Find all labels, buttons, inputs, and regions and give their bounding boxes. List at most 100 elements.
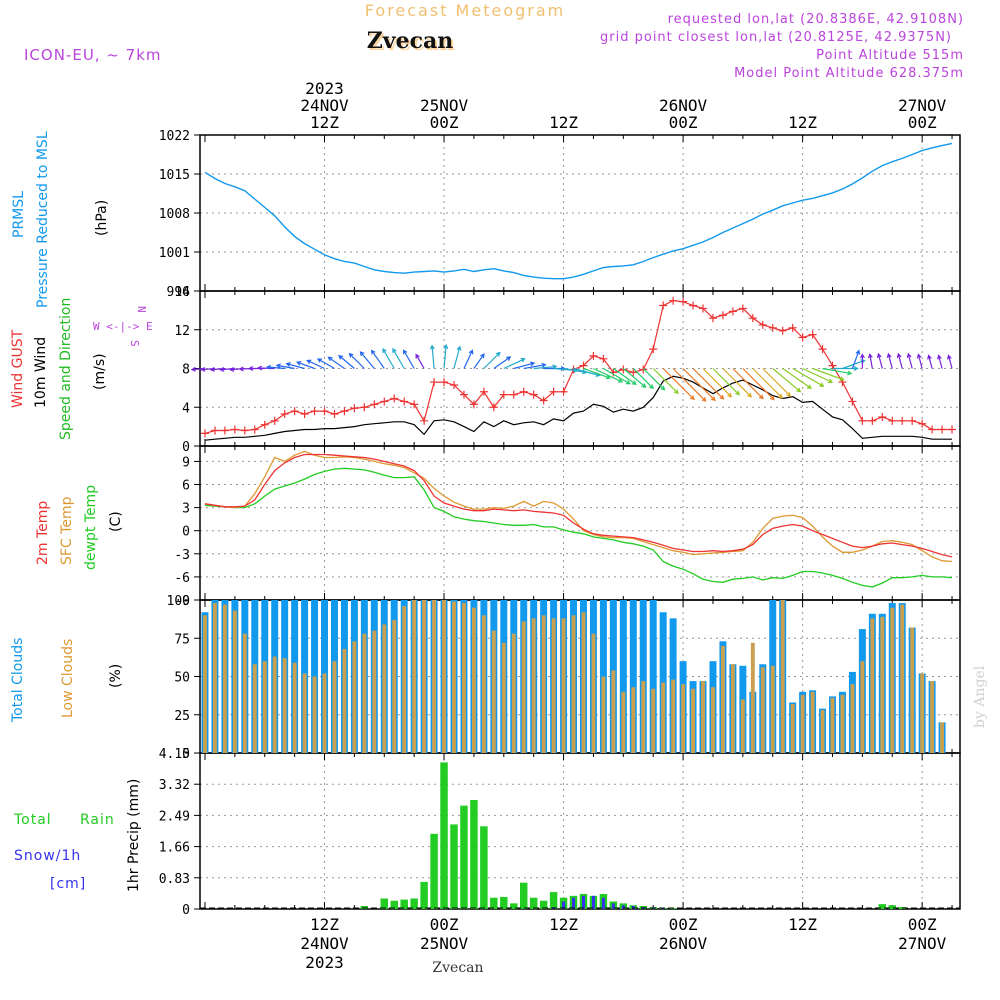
- low-cloud-bar: [581, 612, 586, 753]
- precip-snow-label: Snow/1h: [14, 848, 81, 864]
- low-cloud-bar: [322, 673, 327, 753]
- temp-unit: (C): [108, 511, 124, 532]
- pressure-unit: (hPa): [94, 200, 110, 236]
- gust-marker: [579, 361, 588, 370]
- wind-direction-arrow: [792, 367, 825, 387]
- chart-marks: 99410011008101510220481216-9-6-303690255…: [159, 79, 961, 972]
- low-cloud-bar: [691, 688, 696, 753]
- wind-direction-arrow: [370, 349, 385, 369]
- rain-bar: [888, 905, 897, 909]
- rain-bar: [519, 882, 528, 909]
- top-time-label: 26NOV: [659, 96, 708, 115]
- gust-marker: [370, 400, 379, 409]
- low-cloud-bar: [850, 684, 855, 753]
- wind-direction-arrow: [692, 368, 725, 400]
- gust-marker: [420, 416, 429, 425]
- rain-bar: [450, 824, 458, 909]
- rain-bar: [500, 896, 508, 909]
- bottom-time-label: 00Z: [908, 915, 937, 934]
- gust-marker: [459, 390, 468, 399]
- wind-direction-arrow: [916, 353, 923, 369]
- low-cloud-bar: [501, 642, 506, 753]
- gust-marker: [888, 416, 897, 425]
- y-tick-label: 25: [174, 709, 190, 724]
- low-cloud-bar: [462, 603, 466, 753]
- gust-marker: [270, 416, 279, 425]
- low-cloud-bar: [750, 642, 755, 753]
- y-tick-label: 6: [182, 479, 190, 494]
- rain-bar: [390, 900, 398, 909]
- low-cloud-bar: [820, 710, 825, 753]
- wind-direction-arrow: [453, 345, 462, 369]
- low-cloud-bar: [671, 679, 676, 753]
- gust-marker: [509, 390, 518, 399]
- low-cloud-bar: [740, 699, 745, 753]
- panel-frame: [199, 752, 961, 910]
- low-cloud-bar: [312, 676, 317, 753]
- low-cloud-bar: [511, 633, 516, 753]
- bottom-time-label: 00Z: [430, 915, 459, 934]
- gust-marker: [768, 323, 777, 332]
- dewpt-line: [204, 467, 953, 588]
- snow-bar: [572, 897, 576, 909]
- total-cloud-bar: [649, 600, 657, 753]
- wind-direction-arrow: [876, 352, 883, 369]
- y-tick-label: 0: [182, 903, 190, 918]
- rain-bar: [480, 826, 488, 909]
- wind-direction-arrow: [752, 368, 784, 399]
- point-altitude: Point Altitude 515m: [816, 48, 964, 63]
- wind-direction-arrow: [772, 368, 802, 393]
- rain-bar: [440, 762, 448, 909]
- gust-marker: [479, 387, 488, 396]
- wind-direction-arrow: [285, 362, 305, 370]
- temp-2m-label: 2m Temp: [35, 501, 51, 565]
- wind-direction-arrow: [327, 356, 345, 369]
- low-cloud-bar: [830, 697, 835, 753]
- wind-direction-arrow: [851, 349, 861, 369]
- wind-direction-arrow: [947, 354, 953, 369]
- y-tick-label: 1.66: [159, 841, 190, 856]
- rain-bar: [410, 898, 418, 909]
- location-title-shadow: Zvecan: [369, 30, 456, 56]
- rain-bar: [510, 903, 518, 909]
- requested-coords: requested lon,lat (20.8386E, 42.9108N): [668, 12, 964, 27]
- snow-bar: [611, 903, 615, 909]
- total-clouds-label: Total Clouds: [10, 638, 26, 723]
- gust-marker: [679, 297, 688, 306]
- wind-direction-arrow: [382, 347, 395, 369]
- wind-direction-arrow: [867, 352, 873, 369]
- rain-bar: [878, 904, 887, 909]
- low-cloud-bar: [611, 670, 616, 753]
- gust-marker: [489, 403, 498, 412]
- rain-bar: [380, 898, 389, 909]
- low-cloud-bar: [940, 722, 945, 753]
- snow-bar: [601, 897, 605, 909]
- gust-marker: [200, 429, 209, 438]
- gust-marker: [220, 426, 229, 435]
- low-cloud-bar: [800, 694, 805, 753]
- low-cloud-bar: [880, 616, 885, 753]
- y-tick-label: 2.49: [159, 809, 190, 824]
- top-time-label: 00Z: [669, 113, 698, 132]
- rain-bar: [400, 899, 408, 909]
- model-altitude: Model Point Altitude 628.375m: [734, 66, 964, 81]
- wind-direction-arrow: [429, 344, 435, 369]
- wind-direction-arrow: [493, 356, 512, 369]
- low-cloud-bar: [252, 664, 257, 753]
- wind-10m-label: 10m Wind: [33, 337, 49, 408]
- gust-marker: [390, 394, 399, 403]
- dewpt-label: dewpt Temp: [83, 485, 99, 570]
- wind-direction-arrow: [338, 354, 355, 369]
- low-cloud-bar: [491, 630, 496, 753]
- bottom-time-label: 12Z: [788, 915, 817, 934]
- gust-marker: [798, 333, 807, 342]
- gust-marker: [948, 425, 957, 434]
- total-cloud-bar: [629, 600, 637, 753]
- gust-marker: [210, 426, 219, 435]
- gust-marker: [778, 326, 787, 335]
- wind-direction-arrow: [415, 353, 425, 369]
- gust-marker: [758, 320, 767, 329]
- gust-marker: [818, 345, 827, 354]
- low-cloud-bar: [521, 621, 526, 753]
